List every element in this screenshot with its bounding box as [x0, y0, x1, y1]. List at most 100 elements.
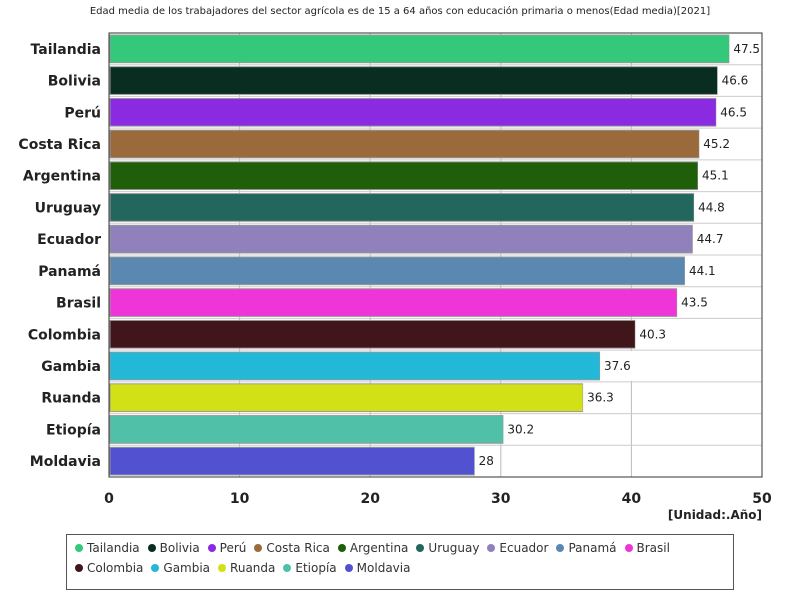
legend-item: Bolivia: [147, 541, 200, 555]
legend-item: Ruanda: [218, 561, 275, 575]
value-label-bg: [692, 224, 730, 254]
legend-marker: [487, 544, 496, 552]
x-tick-label: 40: [622, 491, 642, 507]
legend-item: Uruguay: [416, 541, 479, 555]
bar: [109, 66, 719, 95]
legend-item: Etiopía: [283, 561, 337, 575]
grid-layer: [109, 33, 762, 477]
legend-item: Ecuador: [487, 541, 548, 555]
bar: [109, 193, 695, 222]
bar: [109, 256, 686, 286]
bar: [109, 129, 700, 159]
category-label: Costa Rica: [18, 137, 101, 153]
legend: Tailandia Bolivia Perú Costa Rica Argentina U…: [66, 534, 734, 590]
legend-marker: [254, 544, 263, 552]
value-label: 46.5: [720, 105, 747, 119]
label-layer: 0 10 20 30 40 50 47.5 Tailandia 46.6 Bolivia 46.5 P…: [18, 34, 772, 507]
legend-label: Perú: [219, 541, 247, 555]
bar: [109, 224, 694, 254]
legend-label: Costa Rica: [266, 541, 330, 555]
bar: [109, 161, 699, 191]
legend-marker: [75, 564, 83, 572]
legend-label: Colombia: [87, 561, 144, 575]
legend-marker: [147, 544, 156, 552]
legend-marker: [283, 564, 292, 572]
legend-label: Moldavia: [356, 561, 411, 575]
value-label-bg: [694, 192, 731, 223]
legend-label: Uruguay: [428, 541, 480, 555]
bar: [109, 415, 504, 444]
value-label-bg: [583, 382, 620, 413]
x-tick-label: 30: [491, 491, 511, 507]
legend-marker: [344, 564, 353, 572]
value-label-bg: [729, 34, 767, 64]
legend-item: Gambia: [151, 561, 210, 575]
category-label: Panamá: [38, 264, 101, 280]
category-label: Uruguay: [35, 200, 101, 216]
category-label: Argentina: [23, 169, 101, 185]
value-label: 44.7: [697, 232, 724, 246]
value-label: 28: [479, 454, 494, 468]
legend-marker: [416, 544, 425, 552]
legend-label: Tailandia: [87, 541, 140, 555]
category-label: Gambia: [41, 359, 101, 375]
x-tick-label: 20: [360, 491, 380, 507]
bar: [109, 288, 678, 317]
category-label: Tailandia: [31, 42, 101, 58]
legend-label: Ecuador: [499, 541, 549, 555]
x-tick-label: 50: [752, 491, 772, 507]
value-label: 44.8: [698, 200, 725, 214]
legend-item: Tailandia: [75, 541, 140, 555]
chart-title: Edad media de los trabajadores del secto…: [89, 6, 711, 17]
value-label: 30.2: [507, 422, 534, 436]
bar: [109, 383, 584, 413]
category-label: Perú: [64, 105, 101, 121]
legend-label: Brasil: [636, 541, 670, 555]
value-label: 36.3: [587, 391, 614, 405]
value-label: 47.5: [733, 42, 760, 56]
value-label-bg: [684, 256, 722, 286]
category-label: Colombia: [28, 327, 101, 343]
value-label: 45.2: [703, 137, 730, 151]
legend-label: Gambia: [163, 561, 211, 575]
x-tick-label: 0: [104, 491, 114, 507]
legend-item: Colombia: [75, 561, 143, 575]
value-label-bg: [699, 129, 737, 159]
legend-label: Panamá: [568, 541, 617, 555]
legend-item: Argentina: [337, 541, 409, 555]
legend-item: Perú: [207, 541, 247, 555]
legend-item: Moldavia: [344, 561, 411, 575]
category-label: Brasil: [56, 296, 101, 312]
legend-item: Brasil: [624, 541, 670, 555]
legend-marker: [337, 544, 346, 552]
legend-marker: [218, 564, 227, 572]
value-label-bg: [635, 319, 673, 350]
value-label: 40.3: [639, 327, 666, 341]
value-label: 43.5: [681, 296, 708, 310]
legend-label: Argentina: [349, 541, 409, 555]
legend-item: Costa Rica: [254, 541, 330, 555]
value-label: 45.1: [702, 169, 729, 183]
value-label: 46.6: [722, 74, 749, 88]
value-label-bg: [474, 446, 498, 476]
x-tick-label: 10: [230, 491, 250, 507]
legend-label: Etiopía: [295, 561, 337, 575]
bar: [109, 319, 636, 349]
legend-item: Panamá: [556, 541, 617, 555]
category-label: Moldavia: [30, 454, 101, 470]
bar-layer: [109, 34, 730, 476]
legend-marker: [75, 544, 83, 552]
legend-marker: [207, 544, 216, 552]
value-label: 37.6: [604, 359, 631, 373]
bar: [109, 34, 730, 64]
category-label: Ecuador: [37, 232, 101, 248]
value-label-bg: [698, 160, 735, 191]
bar-chart: 0 10 20 30 40 50 47.5 Tailandia 46.6 Bolivia 46.5 P…: [18, 32, 772, 507]
bar: [109, 351, 601, 381]
category-label: Etiopía: [46, 422, 101, 438]
value-label-bg: [717, 65, 755, 96]
value-label: 44.1: [689, 264, 716, 278]
bar: [109, 446, 476, 476]
bar: [109, 97, 717, 127]
category-label: Bolivia: [48, 74, 101, 90]
